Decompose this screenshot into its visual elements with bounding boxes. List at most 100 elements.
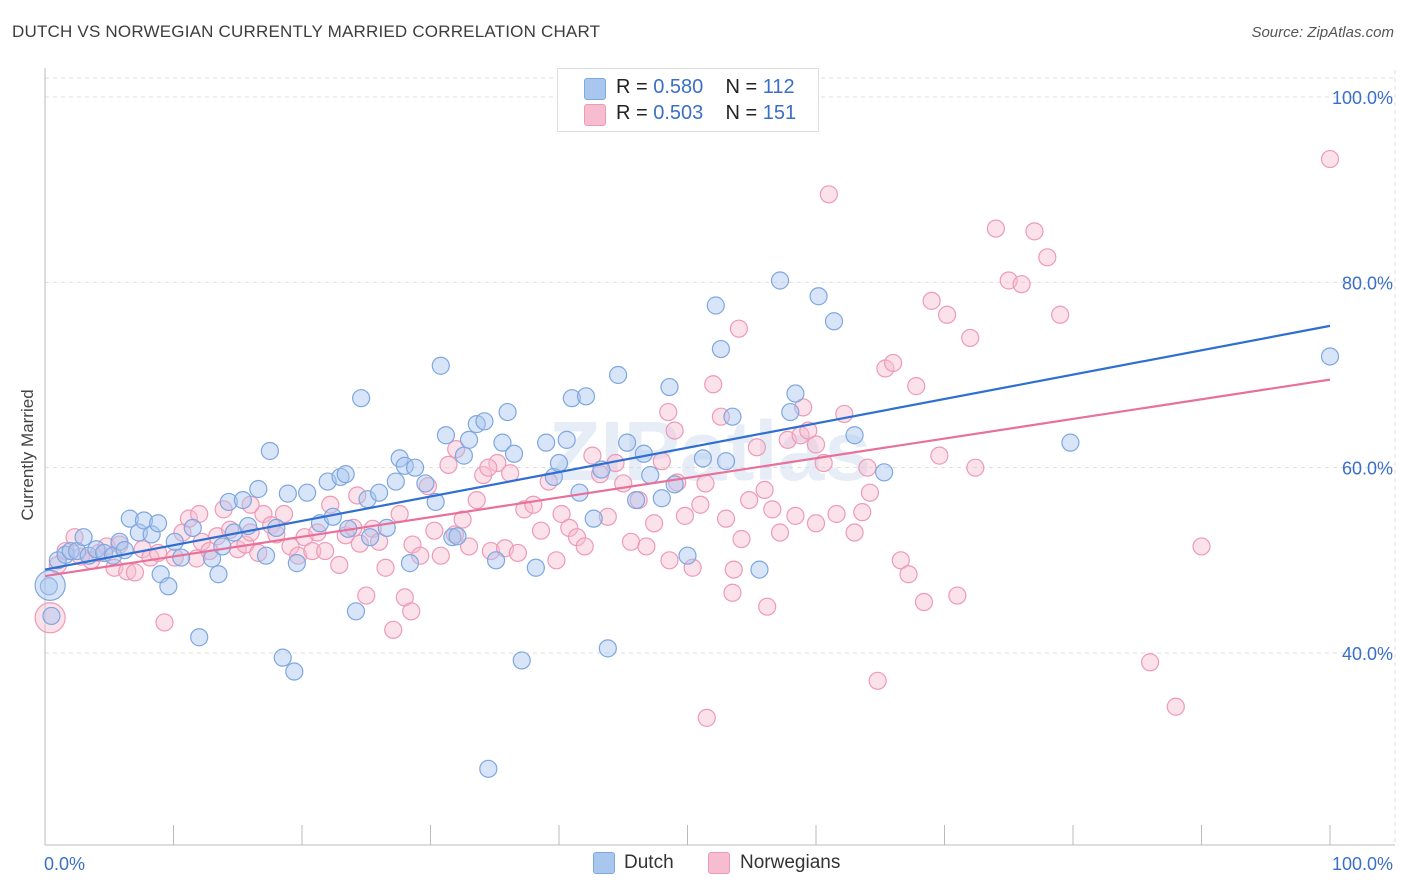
norwegian-point — [691, 495, 710, 514]
source-credit: Source: ZipAtlas.com — [1251, 24, 1394, 41]
norwegian-point — [697, 708, 716, 727]
dutch-point — [660, 377, 679, 397]
norwegian-point — [1192, 537, 1211, 556]
dutch-point — [386, 472, 405, 491]
norwegian-trend-line — [44, 378, 1331, 578]
dutch-point — [249, 479, 268, 499]
dutch-point — [183, 518, 202, 538]
norwegian-point — [930, 446, 949, 465]
norwegian-point — [303, 541, 322, 561]
norwegian-point — [704, 375, 723, 394]
dutch-point — [786, 384, 805, 403]
dutch-point — [287, 554, 306, 573]
dutch-point — [165, 532, 184, 551]
norwegian-point — [716, 509, 736, 528]
norwegian-point — [453, 510, 472, 529]
dutch-point — [711, 339, 731, 359]
norwegian-point — [922, 291, 941, 310]
norwegian-point — [1320, 149, 1340, 169]
norwegian-points — [34, 149, 1340, 727]
dutch-point — [120, 509, 139, 528]
x-tick-label: 100.0% — [1332, 854, 1393, 874]
norwegian-point — [868, 671, 887, 690]
bottom-legend-norwegians: Norwegians — [740, 852, 841, 873]
dutch-point — [584, 509, 603, 528]
dutch-point — [336, 465, 355, 484]
dutch-point — [824, 312, 844, 331]
dutch-point — [504, 444, 524, 463]
norwegian-stats: R = 0.503 N = 151 — [616, 102, 796, 125]
dutch-point — [750, 560, 769, 579]
norwegian-point — [675, 506, 695, 525]
norwegian-point — [411, 546, 430, 565]
dutch-point — [875, 463, 894, 482]
norwegian-point — [1025, 222, 1044, 241]
x-tick-label: 0.0% — [44, 854, 85, 874]
norwegian-point — [488, 453, 507, 473]
norwegian-point — [459, 537, 479, 556]
dutch-point — [34, 569, 66, 601]
dutch-point — [626, 491, 646, 510]
dutch-point — [486, 551, 506, 570]
norwegian-point — [747, 438, 766, 457]
dutch-point — [549, 453, 569, 473]
dutch-point — [331, 467, 350, 487]
dutch-point — [652, 489, 671, 508]
norwegian-point — [806, 435, 826, 454]
dutch-point — [526, 558, 545, 577]
dutch-point — [557, 430, 576, 449]
dutch-point — [443, 528, 462, 547]
norwegian-point — [732, 529, 751, 549]
norwegian-point — [1012, 275, 1031, 294]
norwegian-point — [567, 528, 587, 547]
dutch-point — [352, 389, 371, 408]
dutch-point — [598, 639, 617, 658]
dutch-point — [74, 528, 93, 547]
norwegian-point — [531, 521, 551, 540]
norwegian-swatch — [584, 104, 606, 126]
dutch-point — [285, 662, 304, 681]
dutch-point — [845, 426, 864, 445]
norwegian-point — [637, 537, 656, 556]
norwegian-point — [883, 353, 903, 373]
norwegian-point — [560, 518, 579, 538]
norwegian-point — [583, 446, 602, 465]
dutch-stats: R = 0.580 N = 112 — [616, 76, 795, 99]
dutch-point — [256, 546, 276, 565]
r-label: R = — [616, 76, 648, 98]
norwegian-point — [1051, 305, 1070, 324]
dutch-point — [142, 525, 161, 544]
bottom-legend-norwegian-swatch — [708, 852, 730, 874]
n-value: 151 — [762, 102, 797, 124]
norwegian-point — [621, 532, 641, 551]
norwegian-point — [418, 477, 438, 496]
norwegian-point — [439, 455, 458, 474]
norwegian-point — [827, 504, 846, 524]
norwegian-point — [937, 305, 957, 324]
dutch-point — [618, 433, 637, 452]
dutch-point — [431, 356, 450, 375]
dutch-point — [134, 511, 154, 530]
y-tick-label: 100.0% — [1332, 88, 1393, 108]
dutch-point — [416, 474, 435, 493]
norwegian-point — [370, 532, 389, 551]
norwegian-point — [853, 503, 872, 522]
tick-labels: 40.0% 60.0% 80.0% 100.0% 0.0% 100.0% — [44, 88, 1393, 874]
norwegian-point — [524, 495, 543, 514]
norwegian-point — [274, 504, 294, 524]
y-tick-label: 80.0% — [1342, 273, 1393, 293]
dutch-point — [716, 452, 736, 471]
dutch-point — [609, 365, 628, 385]
dutch-point — [213, 537, 232, 556]
norwegian-point — [660, 551, 679, 570]
norwegian-point — [445, 525, 465, 544]
dutch-point — [512, 651, 531, 670]
dutch-point — [479, 759, 498, 778]
dutch-point — [172, 548, 191, 567]
norwegian-point — [350, 534, 369, 553]
dutch-point — [209, 565, 228, 584]
dutch-point — [770, 271, 790, 290]
norwegian-point — [348, 486, 367, 505]
n-value: 112 — [762, 76, 795, 98]
trend-lines — [44, 324, 1331, 578]
